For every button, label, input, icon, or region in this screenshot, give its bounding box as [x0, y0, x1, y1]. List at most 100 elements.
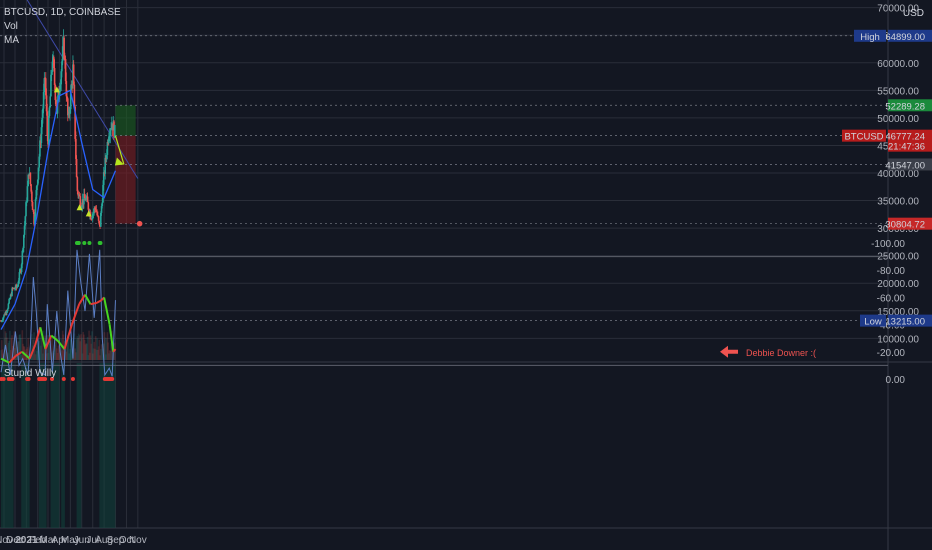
candle-body [91, 213, 94, 219]
y-tick-label: 10000.00 [877, 334, 919, 345]
volume-bar [82, 331, 85, 360]
candle-body [9, 294, 12, 299]
volume-bar [97, 349, 99, 360]
volume-bar [42, 353, 44, 360]
x-tick-label: Dec [6, 535, 24, 546]
volume-bar [102, 343, 105, 360]
price-tag: Low [864, 317, 882, 328]
candle-body [109, 129, 112, 136]
price-label: 41547.00 [885, 160, 925, 171]
candle-body [21, 250, 24, 265]
candle-body [35, 190, 38, 200]
candle-body [97, 215, 99, 217]
osc-zone [61, 363, 65, 528]
volume-bar [94, 348, 96, 360]
volume-bar [106, 332, 109, 360]
forecast-arrow [114, 135, 125, 165]
candle-body [37, 167, 40, 180]
osc-top-marker [50, 377, 55, 381]
volume-bar [34, 349, 36, 360]
volume-bar [29, 347, 32, 360]
candle-body [4, 312, 7, 316]
candle-body [34, 216, 36, 225]
candle-body [83, 193, 86, 199]
moving-average-line [0, 89, 117, 330]
candle-body [1, 320, 4, 321]
volume-bar [58, 340, 60, 360]
volume-bar [27, 338, 30, 360]
volume-bar [78, 335, 81, 360]
candle-body [102, 184, 104, 203]
annotation-arrow [720, 345, 738, 358]
x-tick-label: Aug [95, 535, 113, 546]
candle-body [75, 158, 78, 178]
volume-legend[interactable]: Vol [4, 21, 18, 32]
osc-zone [21, 363, 30, 528]
candle-body [0, 320, 3, 322]
candle-body [36, 185, 38, 191]
candle-body [3, 314, 5, 318]
y-tick-label: 35000.00 [877, 197, 919, 208]
candle-body [79, 196, 82, 207]
x-tick-label: May [61, 535, 80, 546]
volume-bar [111, 345, 114, 360]
price-label: 64899.00 [885, 32, 925, 43]
price-label-bg [888, 314, 932, 327]
candle-body [66, 96, 68, 99]
volume-bar [55, 336, 57, 360]
candle-body [104, 157, 107, 174]
volume-bar [79, 341, 82, 360]
volume-bar [40, 337, 43, 360]
candle-body [48, 107, 51, 117]
x-tick-label: Apr [52, 535, 68, 546]
volume-bar [31, 334, 33, 360]
candle-body [6, 308, 9, 312]
candle-body [59, 84, 62, 90]
forecast-arrowhead [114, 157, 124, 166]
volume-bar [95, 349, 98, 360]
volume-bar [86, 343, 88, 360]
volume-bar [80, 337, 83, 360]
osc-bottom-marker [82, 241, 87, 245]
volume-bar [47, 352, 49, 360]
x-tick-label: 2021 [15, 535, 38, 546]
osc-top-marker [1, 377, 6, 381]
osc-slow-segment [0, 357, 10, 364]
osc-tick-label: -60.00 [877, 293, 906, 304]
osc-slow-segment [78, 294, 86, 305]
candle-body [8, 299, 10, 304]
x-tick-label: Oct [119, 535, 135, 546]
volume-bar [54, 341, 57, 360]
osc-slow-segment [84, 294, 92, 305]
volume-bar [15, 336, 18, 360]
candle-body [14, 288, 16, 290]
candle-body [20, 264, 23, 273]
x-tick-label: Nov [0, 535, 13, 546]
candle-body [32, 209, 35, 212]
volume-bar [103, 332, 106, 360]
signal-triangle [85, 210, 92, 217]
candle-body [108, 135, 111, 137]
ma-legend[interactable]: MA [4, 35, 19, 46]
indicator-title[interactable]: Stupid Willy [4, 368, 57, 379]
volume-bar [1, 349, 4, 360]
candle-body [53, 68, 56, 85]
candle-body [31, 191, 33, 202]
osc-slow-segment [34, 327, 42, 346]
symbol-label[interactable]: BTCUSD, 1D, COINBASE [4, 7, 121, 18]
volume-bar [67, 335, 69, 360]
currency-label[interactable]: USD [902, 8, 924, 19]
price-label-bg [888, 158, 932, 171]
volume-bar [107, 342, 109, 360]
candle-body [58, 89, 61, 95]
candle-body [53, 57, 55, 69]
candle-body [55, 100, 57, 106]
candle-body [50, 74, 52, 97]
price-tag-bg [854, 29, 886, 42]
osc-bottom-marker [87, 241, 92, 245]
candle-body [11, 288, 13, 296]
osc-slow-segment [90, 301, 97, 306]
candle-body [105, 157, 107, 159]
candle-body [16, 286, 19, 288]
